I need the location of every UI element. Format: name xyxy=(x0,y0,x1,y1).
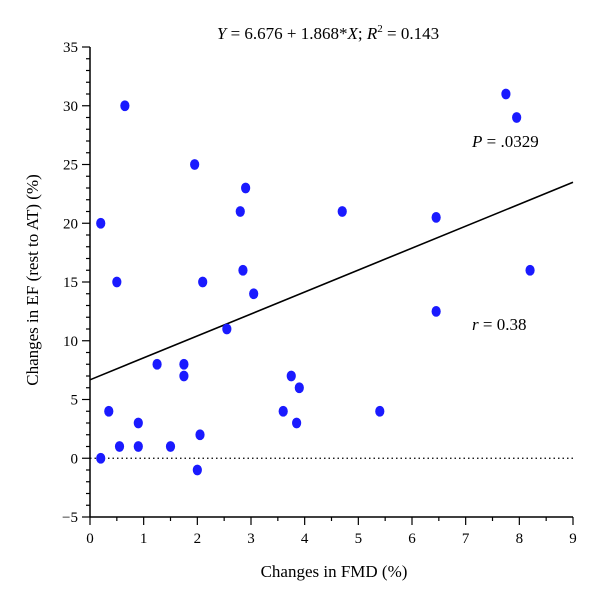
data-point xyxy=(190,159,200,170)
data-point xyxy=(179,358,189,370)
y-tick-label: 25 xyxy=(63,158,78,174)
data-point xyxy=(249,288,259,300)
x-tick-label: 6 xyxy=(408,531,416,547)
x-tick-label: 5 xyxy=(355,531,363,547)
data-point xyxy=(104,405,114,417)
x-tick-label: 7 xyxy=(462,531,470,547)
title-r-value: = 0.143 xyxy=(383,24,439,43)
data-point xyxy=(96,452,106,464)
title-equation: = 6.676 + 1.868* xyxy=(226,24,347,43)
data-point xyxy=(120,100,130,112)
data-point xyxy=(198,276,208,288)
y-tick-label: 15 xyxy=(63,275,78,291)
data-point xyxy=(337,206,347,217)
data-point xyxy=(165,441,176,452)
data-point xyxy=(278,405,288,417)
y-tick-label: 20 xyxy=(63,216,78,232)
plot-area: 0 1 2 3 4 5 6 7 8 9 −5 0 5 10 15 20 25 30 35 xyxy=(62,40,577,547)
p-value: = .0329 xyxy=(482,132,538,151)
x-tick-label: 3 xyxy=(247,531,255,547)
data-point xyxy=(501,88,511,100)
data-point xyxy=(431,211,441,223)
data-point xyxy=(179,370,189,382)
data-point xyxy=(525,264,535,276)
data-point xyxy=(294,382,304,394)
y-tick-label: 30 xyxy=(63,99,78,115)
title-r-var: R xyxy=(366,24,378,43)
data-point xyxy=(512,112,522,123)
p-var: P xyxy=(471,132,482,151)
x-tick-label: 1 xyxy=(140,531,148,547)
x-tick-label: 9 xyxy=(569,531,577,547)
y-tick-label: −5 xyxy=(62,510,78,526)
x-tick-label: 0 xyxy=(86,531,94,547)
r-value-annotation: r = 0.38 xyxy=(472,315,526,334)
data-point xyxy=(238,264,248,276)
title-x-var: X xyxy=(347,24,359,43)
x-axis-title: Changes in FMD (%) xyxy=(261,562,408,581)
y-tick-label: 10 xyxy=(63,334,78,350)
data-point xyxy=(431,305,441,317)
data-point xyxy=(195,429,205,441)
data-point xyxy=(375,405,385,417)
r-value: = 0.38 xyxy=(479,315,527,334)
y-axis-title: Changes in EF (rest to AT) (%) xyxy=(23,174,42,386)
y-tick-label: 5 xyxy=(71,393,79,409)
x-tick-label: 4 xyxy=(301,531,309,547)
data-point xyxy=(114,441,125,452)
x-tick-label: 2 xyxy=(194,531,202,547)
data-point xyxy=(133,441,143,452)
title-separator: ; xyxy=(358,24,367,43)
data-point xyxy=(286,370,296,382)
regression-line xyxy=(89,181,574,381)
data-point xyxy=(241,182,251,194)
title-y-var: Y xyxy=(217,24,228,43)
y-tick-label: 0 xyxy=(71,451,79,467)
data-point xyxy=(292,417,302,429)
data-point xyxy=(192,464,202,476)
data-point xyxy=(133,417,143,429)
x-tick-label: 8 xyxy=(516,531,524,547)
data-point xyxy=(96,217,106,229)
data-point xyxy=(222,323,232,335)
r-var: r xyxy=(472,315,479,334)
y-tick-label: 35 xyxy=(63,40,78,56)
title-r-superscript: 2 xyxy=(377,23,383,35)
data-point xyxy=(235,206,245,217)
data-point xyxy=(112,276,122,288)
data-point xyxy=(152,358,162,370)
chart-title: Y = 6.676 + 1.868*X; R2 = 0.143 xyxy=(217,23,439,43)
p-value-annotation: P = .0329 xyxy=(471,132,539,151)
